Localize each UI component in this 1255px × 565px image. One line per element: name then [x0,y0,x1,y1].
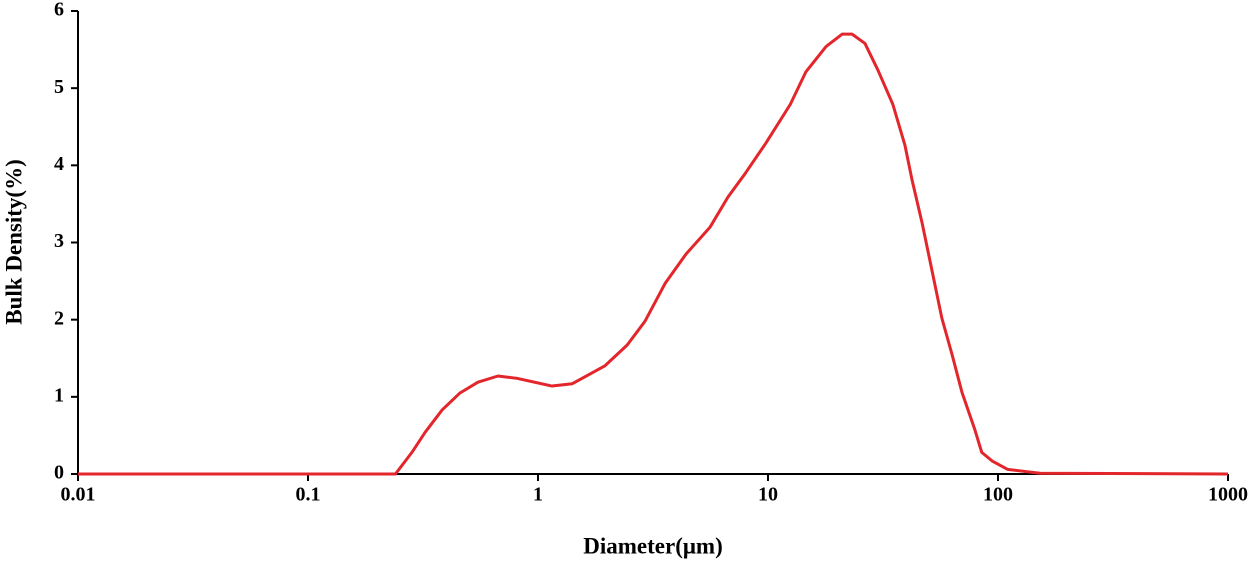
y-tick-label: 3 [54,230,64,252]
x-tick-label: 100 [983,484,1013,506]
line-series [78,32,1229,476]
x-tick-label: 1 [533,484,543,506]
y-tick-label: 0 [54,462,64,484]
x-tick-label: 1000 [1208,484,1248,506]
x-tick-label: 10 [758,484,778,506]
y-tick-label: 2 [54,307,64,329]
y-tick-label: 6 [54,0,64,21]
x-axis-title: Diameter(μm) [583,533,722,558]
y-axis-title: Bulk Density(%) [1,159,26,325]
x-tick-label: 0.1 [296,484,321,506]
y-tick-label: 5 [54,76,64,98]
y-tick-label: 1 [54,384,64,406]
x-tick-label: 0.01 [61,484,96,506]
y-tick-label: 4 [54,153,64,175]
